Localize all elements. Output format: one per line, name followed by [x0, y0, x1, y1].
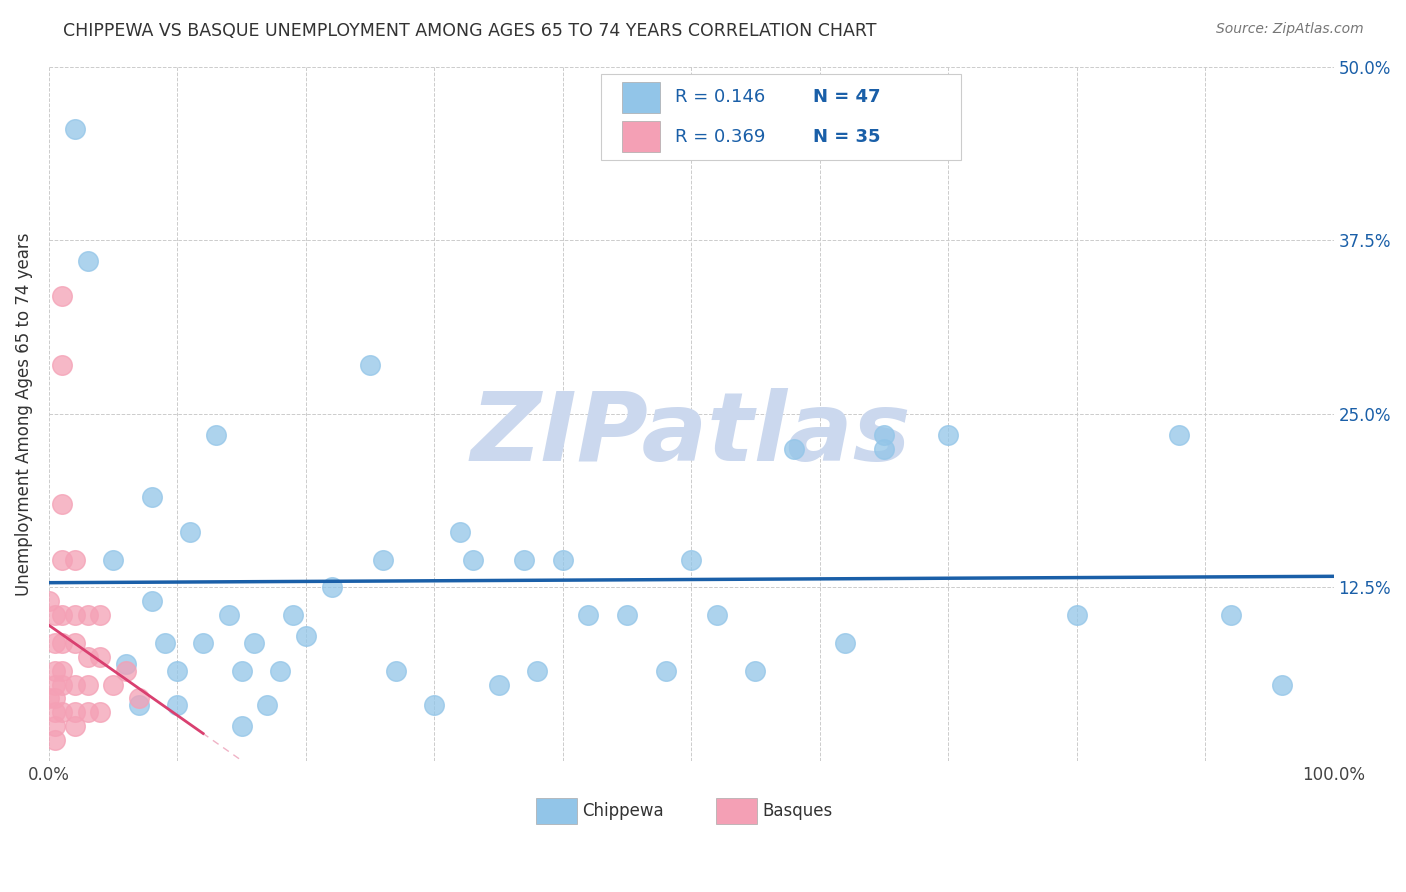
Text: CHIPPEWA VS BASQUE UNEMPLOYMENT AMONG AGES 65 TO 74 YEARS CORRELATION CHART: CHIPPEWA VS BASQUE UNEMPLOYMENT AMONG AG…	[63, 22, 877, 40]
Y-axis label: Unemployment Among Ages 65 to 74 years: Unemployment Among Ages 65 to 74 years	[15, 232, 32, 596]
Point	[873, 442, 896, 456]
Point	[44, 664, 66, 678]
Point	[449, 524, 471, 539]
Point	[51, 358, 73, 372]
Point	[63, 719, 86, 733]
Text: Chippewa: Chippewa	[582, 802, 664, 820]
Point	[578, 608, 600, 623]
Point	[44, 608, 66, 623]
FancyBboxPatch shape	[536, 798, 576, 824]
Point	[51, 636, 73, 650]
Point	[513, 552, 536, 566]
Point	[76, 649, 98, 664]
Point	[38, 691, 60, 706]
Point	[89, 706, 111, 720]
Point	[706, 608, 728, 623]
Point	[76, 254, 98, 268]
Point	[936, 427, 959, 442]
Point	[63, 636, 86, 650]
Point	[231, 719, 253, 733]
Text: R = 0.369: R = 0.369	[675, 128, 765, 145]
Point	[269, 664, 291, 678]
Text: R = 0.146: R = 0.146	[675, 88, 765, 106]
Point	[51, 289, 73, 303]
Point	[63, 677, 86, 691]
Point	[51, 552, 73, 566]
Point	[51, 664, 73, 678]
Point	[218, 608, 240, 623]
Point	[51, 608, 73, 623]
Text: Basques: Basques	[762, 802, 832, 820]
Point	[461, 552, 484, 566]
Point	[44, 706, 66, 720]
Point	[44, 636, 66, 650]
Point	[681, 552, 703, 566]
Point	[179, 524, 201, 539]
Point	[321, 581, 343, 595]
Point	[256, 698, 278, 713]
Text: N = 35: N = 35	[813, 128, 880, 145]
Point	[128, 691, 150, 706]
FancyBboxPatch shape	[602, 73, 960, 161]
Point	[834, 636, 856, 650]
Point	[191, 636, 214, 650]
Point	[551, 552, 574, 566]
Point	[385, 664, 408, 678]
Point	[51, 677, 73, 691]
FancyBboxPatch shape	[621, 121, 661, 152]
Point	[1066, 608, 1088, 623]
Point	[38, 594, 60, 608]
Text: N = 47: N = 47	[813, 88, 880, 106]
Point	[1219, 608, 1241, 623]
Point	[63, 122, 86, 136]
Point	[115, 657, 138, 671]
Point	[89, 608, 111, 623]
Point	[423, 698, 446, 713]
FancyBboxPatch shape	[716, 798, 756, 824]
Point	[616, 608, 638, 623]
Point	[488, 677, 510, 691]
Point	[205, 427, 228, 442]
Point	[103, 552, 125, 566]
Point	[141, 594, 163, 608]
Point	[63, 608, 86, 623]
Point	[231, 664, 253, 678]
Point	[44, 677, 66, 691]
Point	[44, 733, 66, 747]
Point	[153, 636, 176, 650]
Point	[166, 698, 188, 713]
Point	[281, 608, 304, 623]
Text: Source: ZipAtlas.com: Source: ZipAtlas.com	[1216, 22, 1364, 37]
Point	[76, 706, 98, 720]
Point	[243, 636, 266, 650]
Point	[51, 706, 73, 720]
Point	[76, 677, 98, 691]
Point	[115, 664, 138, 678]
Point	[44, 691, 66, 706]
Point	[526, 664, 548, 678]
Point	[359, 358, 381, 372]
Point	[89, 649, 111, 664]
Point	[128, 698, 150, 713]
Point	[51, 497, 73, 511]
Point	[141, 490, 163, 504]
Point	[295, 629, 318, 643]
Text: ZIPatlas: ZIPatlas	[471, 388, 911, 481]
Point	[63, 552, 86, 566]
Point	[103, 677, 125, 691]
Point	[873, 427, 896, 442]
Point	[744, 664, 766, 678]
FancyBboxPatch shape	[621, 82, 661, 112]
Point	[166, 664, 188, 678]
Point	[44, 719, 66, 733]
Point	[371, 552, 394, 566]
Point	[783, 442, 806, 456]
Point	[63, 706, 86, 720]
Point	[1271, 677, 1294, 691]
Point	[1168, 427, 1191, 442]
Point	[654, 664, 676, 678]
Point	[76, 608, 98, 623]
